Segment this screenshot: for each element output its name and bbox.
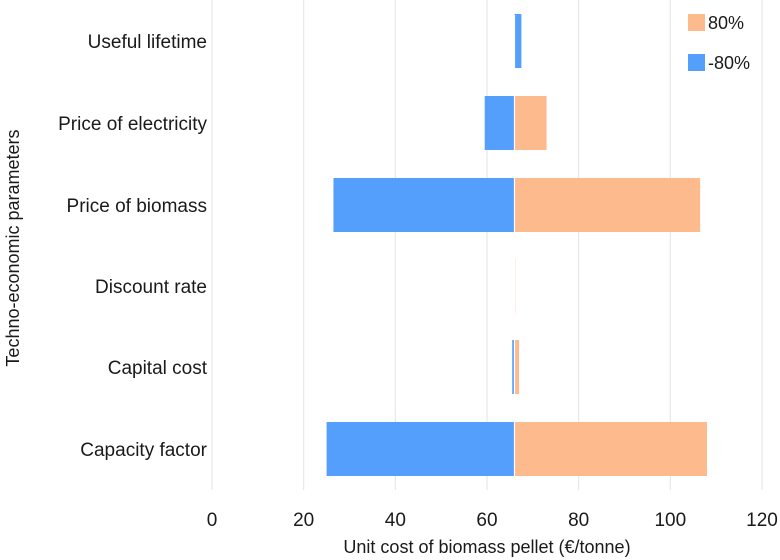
- bar-minus80-1: [484, 96, 515, 150]
- x-tick-label: 80: [568, 510, 589, 531]
- x-tick-label: 120: [746, 510, 778, 531]
- y-category-label: Capacity factor: [80, 440, 207, 461]
- y-axis-title: Techno-economic parameters: [3, 129, 23, 366]
- bar-plus80-4: [514, 340, 520, 394]
- y-category-label: Useful lifetime: [88, 32, 207, 53]
- bar-plus80-5: [514, 422, 707, 476]
- bar-minus80-2: [333, 178, 515, 232]
- y-category-label: Discount rate: [95, 277, 207, 298]
- legend-swatch-plus80: [688, 14, 705, 31]
- x-tick-label: 40: [385, 510, 406, 531]
- bar-minus80-4: [512, 340, 515, 394]
- axes: 0 20 40 60 80 100 120 Useful lifetime Price of e…: [58, 32, 778, 531]
- bar-minus80-0: [514, 14, 522, 68]
- x-tick-label: 60: [476, 510, 497, 531]
- bar-plus80-2: [514, 178, 701, 232]
- y-category-label: Capital cost: [108, 358, 208, 379]
- x-tick-label: 20: [293, 510, 314, 531]
- legend-label: 80%: [708, 13, 744, 33]
- x-tick-label: 100: [654, 510, 686, 531]
- bars: [326, 14, 707, 476]
- x-axis-title: Unit cost of biomass pellet (€/tonne): [343, 537, 630, 557]
- bar-minus80-5: [326, 422, 515, 476]
- x-tick-label: 0: [207, 510, 218, 531]
- y-category-label: Price of electricity: [58, 114, 207, 135]
- legend: 80% -80%: [688, 13, 750, 73]
- bar-plus80-1: [514, 96, 547, 150]
- y-category-label: Price of biomass: [67, 196, 207, 217]
- legend-label: -80%: [708, 53, 750, 73]
- legend-swatch-minus80: [688, 54, 705, 71]
- grid: [211, 0, 763, 490]
